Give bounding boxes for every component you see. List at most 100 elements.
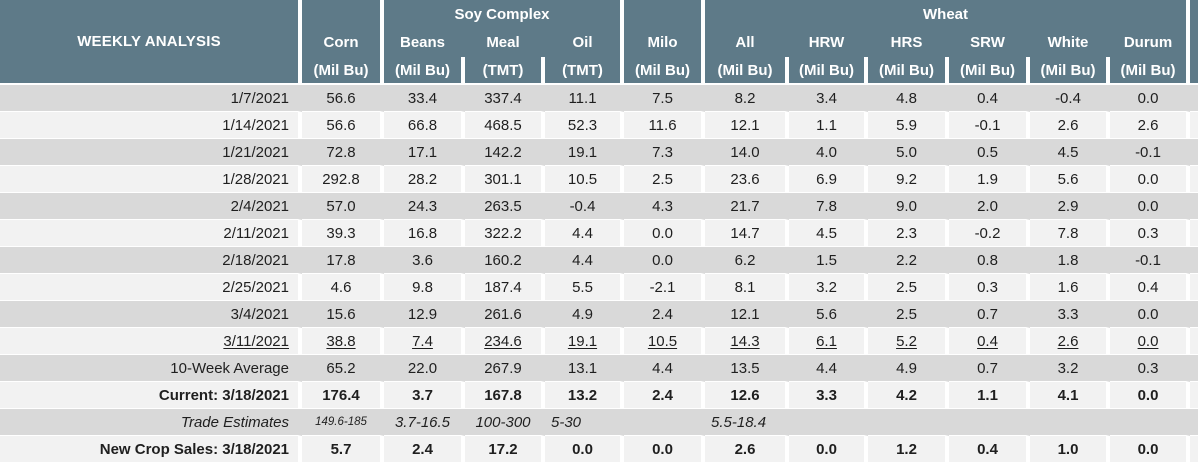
value-cell: 0.8 (949, 247, 1030, 274)
column-header-corn: Corn (302, 28, 384, 57)
value-cell: 57.0 (302, 193, 384, 220)
value-cell: 263.5 (465, 193, 545, 220)
value-cell: 56.6 (302, 85, 384, 112)
value-cell: 7.8 (789, 193, 868, 220)
value-cell: 3.2 (789, 274, 868, 301)
edge-sliver (1190, 274, 1198, 301)
row-label: 3/11/2021 (0, 328, 302, 355)
row-label: New Crop Sales: 3/18/2021 (0, 436, 302, 463)
value-cell: 142.2 (465, 139, 545, 166)
value-cell: 7.8 (1030, 220, 1110, 247)
value-cell: 5-30 (545, 409, 624, 436)
row-label: 2/4/2021 (0, 193, 302, 220)
value-cell: 17.2 (465, 436, 545, 463)
row-label: 1/28/2021 (0, 166, 302, 193)
value-cell: 0.7 (949, 355, 1030, 382)
row-label: 1/21/2021 (0, 139, 302, 166)
value-cell: 13.2 (545, 382, 624, 409)
value-cell: 0.0 (624, 247, 705, 274)
value-cell: 160.2 (465, 247, 545, 274)
edge-sliver (1190, 220, 1198, 247)
value-cell: 1.2 (868, 436, 949, 463)
table-row: 1/14/2021 56.6 66.8 468.5 52.3 11.6 12.1… (0, 112, 1198, 139)
value-cell: 23.6 (705, 166, 789, 193)
value-cell: 3.2 (1030, 355, 1110, 382)
value-cell: 3.3 (1030, 301, 1110, 328)
value-cell: 13.5 (705, 355, 789, 382)
value-cell: 0.0 (1110, 382, 1190, 409)
column-header-all: All (705, 28, 789, 57)
header-spacer-milo (624, 0, 705, 28)
value-cell (624, 409, 705, 436)
value-cell: 6.9 (789, 166, 868, 193)
table-row-new-crop-sales: New Crop Sales: 3/18/2021 5.7 2.4 17.2 0… (0, 436, 1198, 463)
table-row: 3/4/2021 15.6 12.9 261.6 4.9 2.4 12.1 5.… (0, 301, 1198, 328)
value-cell: 28.2 (384, 166, 465, 193)
value-cell: 4.5 (1030, 139, 1110, 166)
value-cell: 0.0 (624, 436, 705, 463)
value-cell: 19.1 (545, 139, 624, 166)
value-cell: 14.3 (705, 328, 789, 355)
value-cell: 4.5 (789, 220, 868, 247)
value-cell: -2.1 (624, 274, 705, 301)
header-spacer-corn (302, 0, 384, 28)
value-cell: 2.5 (868, 274, 949, 301)
value-cell: 7.4 (384, 328, 465, 355)
row-label: 2/25/2021 (0, 274, 302, 301)
value-cell: -0.1 (1110, 139, 1190, 166)
value-cell: 2.4 (624, 382, 705, 409)
value-cell: 6.1 (789, 328, 868, 355)
value-cell: 5.7 (302, 436, 384, 463)
row-label: 2/11/2021 (0, 220, 302, 247)
page-title: WEEKLY ANALYSIS (0, 0, 302, 83)
table-row-current: Current: 3/18/2021 176.4 3.7 167.8 13.2 … (0, 382, 1198, 409)
value-cell: 14.7 (705, 220, 789, 247)
value-cell: 149.6-185 (302, 409, 384, 436)
value-cell: 2.5 (868, 301, 949, 328)
value-cell: 0.0 (789, 436, 868, 463)
table-row-latest-week: 3/11/2021 38.8 7.4 234.6 19.1 10.5 14.3 … (0, 328, 1198, 355)
table-row: 2/18/2021 17.8 3.6 160.2 4.4 0.0 6.2 1.5… (0, 247, 1198, 274)
unit-milo: (Mil Bu) (624, 57, 705, 83)
value-cell: 56.6 (302, 112, 384, 139)
value-cell: 11.6 (624, 112, 705, 139)
value-cell (789, 409, 868, 436)
row-label: 2/18/2021 (0, 247, 302, 274)
value-cell: 8.1 (705, 274, 789, 301)
value-cell: 7.5 (624, 85, 705, 112)
unit-corn: (Mil Bu) (302, 57, 384, 83)
unit-srw: (Mil Bu) (949, 57, 1030, 83)
value-cell: 66.8 (384, 112, 465, 139)
header-edge-sliver (1190, 0, 1198, 83)
value-cell: 4.4 (545, 220, 624, 247)
table-row: 1/21/2021 72.8 17.1 142.2 19.1 7.3 14.0 … (0, 139, 1198, 166)
value-cell: 2.6 (1110, 112, 1190, 139)
value-cell: 468.5 (465, 112, 545, 139)
value-cell: 5.6 (789, 301, 868, 328)
value-cell (1030, 409, 1110, 436)
value-cell: 1.0 (1030, 436, 1110, 463)
unit-durum: (Mil Bu) (1110, 57, 1190, 83)
value-cell: 16.8 (384, 220, 465, 247)
value-cell: 0.4 (1110, 274, 1190, 301)
unit-hrs: (Mil Bu) (868, 57, 949, 83)
unit-white: (Mil Bu) (1030, 57, 1110, 83)
value-cell: 3.4 (789, 85, 868, 112)
value-cell: 5.0 (868, 139, 949, 166)
value-cell: 4.2 (868, 382, 949, 409)
edge-sliver (1190, 382, 1198, 409)
value-cell: 234.6 (465, 328, 545, 355)
value-cell: 13.1 (545, 355, 624, 382)
unit-hrw: (Mil Bu) (789, 57, 868, 83)
value-cell: 4.1 (1030, 382, 1110, 409)
value-cell: 0.0 (1110, 166, 1190, 193)
edge-sliver (1190, 436, 1198, 463)
value-cell: 337.4 (465, 85, 545, 112)
value-cell: 0.4 (949, 85, 1030, 112)
value-cell: 21.7 (705, 193, 789, 220)
value-cell: 12.1 (705, 112, 789, 139)
value-cell: 1.1 (789, 112, 868, 139)
value-cell: 2.6 (705, 436, 789, 463)
table-row: 2/25/2021 4.6 9.8 187.4 5.5 -2.1 8.1 3.2… (0, 274, 1198, 301)
value-cell: 176.4 (302, 382, 384, 409)
